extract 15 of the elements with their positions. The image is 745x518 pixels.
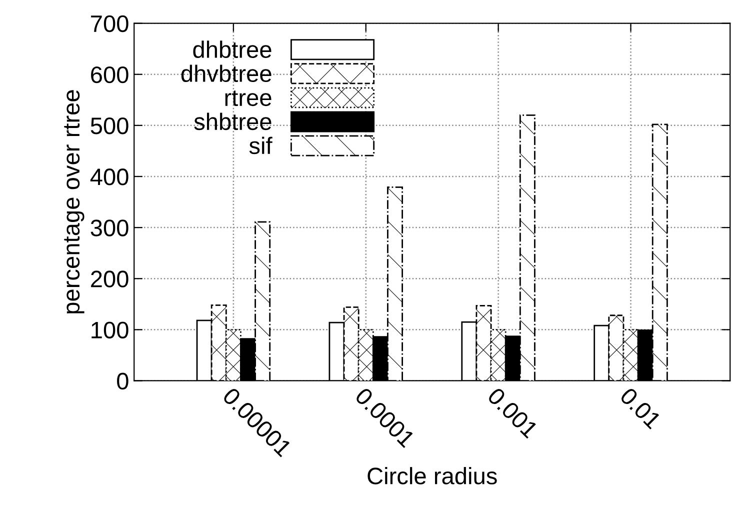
legend-label: sif <box>249 136 272 154</box>
x-axis-title: Circle radius <box>368 467 497 484</box>
y-tick-label: 600 <box>91 66 128 84</box>
legend-label: rtree <box>225 90 272 106</box>
y-tick-label: 700 <box>91 15 128 32</box>
legend-label: dhbtree <box>193 40 272 58</box>
legend-label: dhvbtree <box>181 64 272 82</box>
y-axis-title: percentage over rtree <box>64 90 84 314</box>
legend-label: shbtree <box>194 112 272 130</box>
y-tick-label: 100 <box>92 322 128 338</box>
y-tick-label: 300 <box>90 220 128 236</box>
y-tick-label: 400 <box>90 168 128 186</box>
y-tick-label: 500 <box>90 118 128 134</box>
y-tick-label: 0 <box>117 372 128 390</box>
y-tick-label: 200 <box>91 270 128 288</box>
